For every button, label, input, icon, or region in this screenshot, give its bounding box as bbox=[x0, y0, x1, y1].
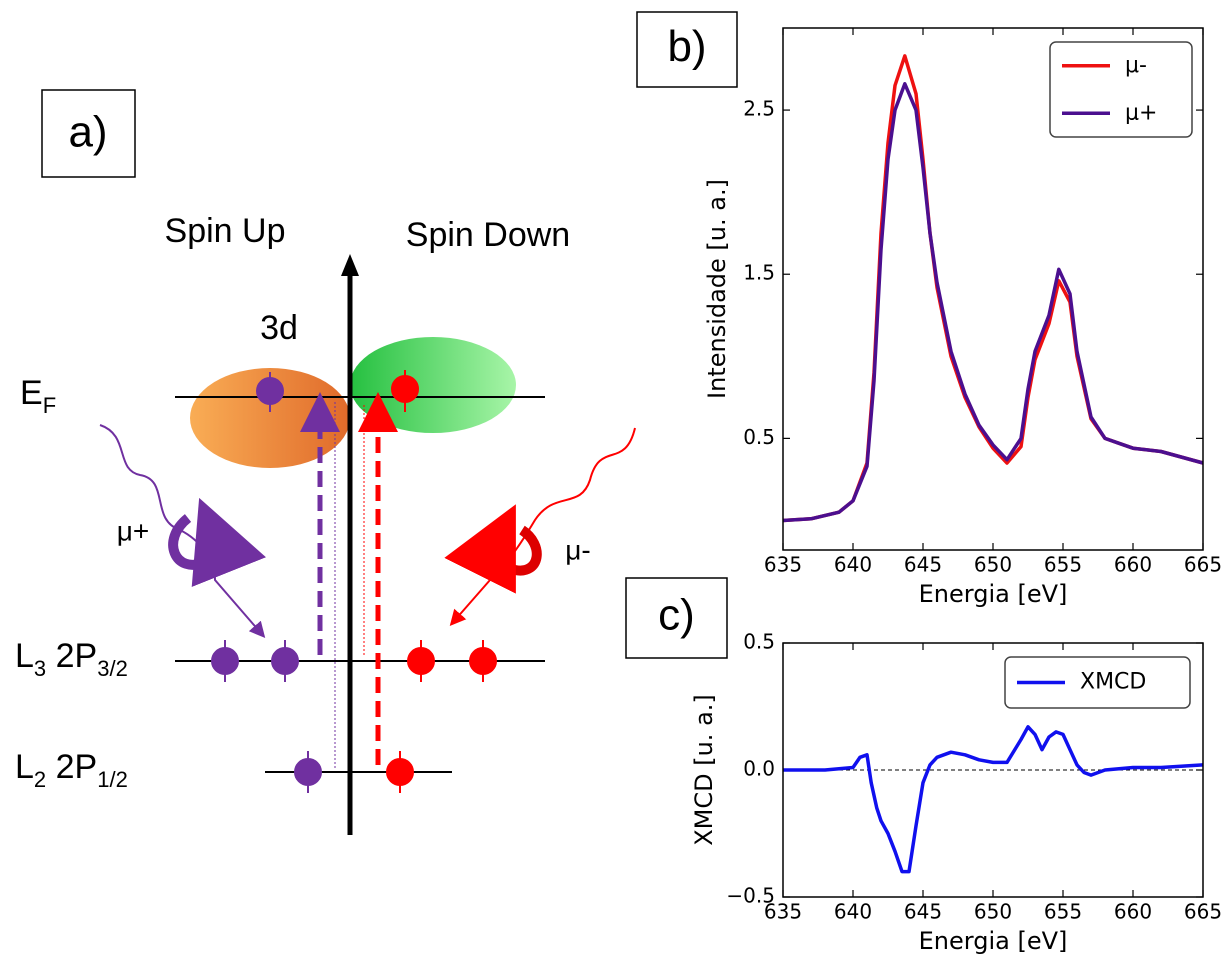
x-tick-label: 640 bbox=[834, 900, 872, 924]
spin-down-label: Spin Down bbox=[406, 216, 570, 254]
x-tick-label: 640 bbox=[834, 553, 872, 577]
fermi-sub: F bbox=[43, 393, 56, 418]
y-tick-label: 2.5 bbox=[743, 97, 775, 121]
legend-label: XMCD bbox=[1080, 670, 1146, 695]
data-line bbox=[783, 725, 1204, 874]
legend-label: μ+ bbox=[1125, 100, 1157, 125]
x-tick-label: 660 bbox=[1114, 900, 1152, 924]
panel-label: b) bbox=[667, 22, 706, 71]
l2-sub: 2 bbox=[34, 767, 46, 792]
charts: b) 635 640 645 650 655 660 665 0.5 1.5 2.5 Energia … bbox=[625, 11, 1222, 955]
x-tick-label: 655 bbox=[1044, 553, 1082, 577]
l2-main2: 2P bbox=[46, 748, 97, 786]
x-tick-label: 655 bbox=[1044, 900, 1082, 924]
x-tick-label: 660 bbox=[1114, 553, 1152, 577]
label-box bbox=[41, 89, 136, 178]
l2-main: L bbox=[15, 748, 34, 786]
spin-down-electrons bbox=[386, 370, 497, 793]
plot-frame bbox=[782, 27, 1204, 551]
y-axis-label: XMCD [u. a.] bbox=[690, 694, 718, 846]
y-tick-label: 0.5 bbox=[743, 630, 775, 654]
y-tick-label: 1.5 bbox=[743, 261, 775, 285]
polarization-plus bbox=[168, 497, 266, 587]
label-box bbox=[625, 577, 728, 659]
orbital-label: 3d bbox=[260, 309, 298, 347]
spin-up-label: Spin Up bbox=[165, 212, 286, 250]
l2-label: L2 2P1/2 bbox=[15, 748, 128, 792]
x-tick-label: 635 bbox=[764, 900, 802, 924]
x-tick-label: 645 bbox=[904, 900, 942, 924]
l3-sub2: 3/2 bbox=[97, 656, 128, 681]
legend-box bbox=[1049, 41, 1193, 138]
panel-label: c) bbox=[658, 591, 695, 640]
x-axis-label: Energia [eV] bbox=[919, 927, 1068, 955]
spin-down-band bbox=[350, 337, 516, 433]
x-tick-label: 665 bbox=[1184, 900, 1222, 924]
y-axis-label: Intensidade [u. a.] bbox=[703, 179, 731, 399]
l3-label: L3 2P3/2 bbox=[15, 637, 128, 681]
x-tick-label: 650 bbox=[974, 900, 1012, 924]
axis-arrowhead bbox=[341, 254, 359, 276]
x-tick-label: 665 bbox=[1184, 553, 1222, 577]
l2-sub2: 1/2 bbox=[97, 767, 128, 792]
y-tick-label: 0.5 bbox=[743, 425, 775, 449]
fermi-main: E bbox=[20, 374, 43, 412]
label-box bbox=[636, 11, 738, 88]
y-tick-label: 0.0 bbox=[743, 757, 775, 781]
x-tick-label: 645 bbox=[904, 553, 942, 577]
l3-main: L bbox=[15, 637, 34, 675]
diagram: a) Spin Up Spin Down 3d EF L3 2P3/2 L2 2… bbox=[15, 89, 636, 835]
x-tick-label: 635 bbox=[764, 553, 802, 577]
legend-box bbox=[1004, 656, 1191, 709]
l3-sub: 3 bbox=[34, 656, 46, 681]
spin-up-electrons bbox=[211, 372, 322, 793]
photon-minus bbox=[449, 427, 636, 627]
polarization-minus bbox=[444, 504, 542, 594]
mu-plus-label: μ+ bbox=[117, 515, 149, 546]
fermi-label: EF bbox=[20, 374, 56, 418]
x-axis-label: Energia [eV] bbox=[919, 580, 1068, 608]
panel-label: a) bbox=[68, 108, 107, 157]
l3-main2: 2P bbox=[46, 637, 97, 675]
data-line bbox=[782, 82, 1204, 523]
x-tick-label: 650 bbox=[974, 553, 1012, 577]
plot-frame bbox=[782, 642, 1204, 898]
y-tick-label: −0.5 bbox=[726, 884, 775, 908]
mu-minus-label: μ- bbox=[565, 534, 590, 565]
legend-label: μ- bbox=[1125, 53, 1147, 78]
